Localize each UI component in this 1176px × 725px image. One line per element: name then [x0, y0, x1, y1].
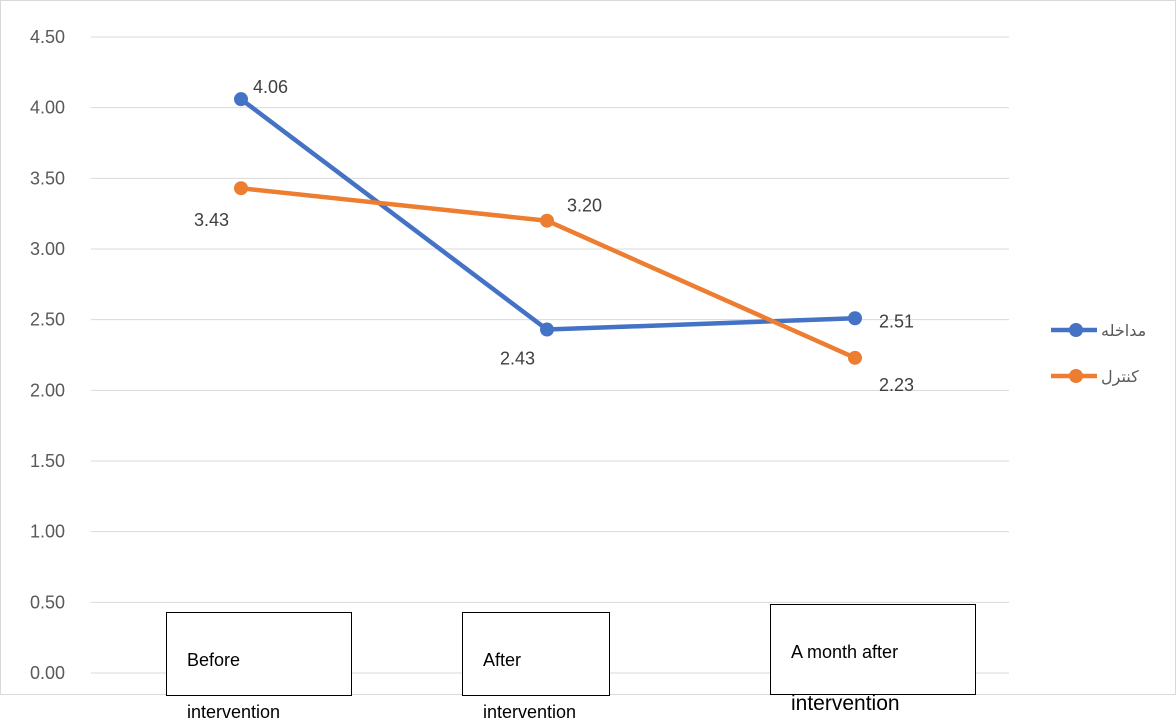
legend-entry: کنترل: [1101, 367, 1139, 387]
x-category-after-intervention: After intervention: [462, 612, 610, 722]
y-tick-label: 0.50: [30, 592, 65, 612]
legend: مداخله کنترل: [1051, 321, 1146, 387]
x-category-line2: intervention: [187, 702, 281, 722]
data-point: [848, 311, 862, 326]
data-point: [234, 92, 248, 107]
y-tick-label: 1.00: [30, 522, 65, 542]
x-category-line1: After: [483, 650, 522, 670]
y-tick-label: 3.00: [30, 239, 65, 259]
y-tick-label: 4.00: [30, 98, 65, 118]
y-tick-label: 0.00: [30, 663, 65, 683]
data-label: 2.23: [879, 375, 914, 395]
data-point: [848, 350, 862, 365]
chart-canvas: 0.00 0.50 1.00 1.50 2.00 2.50 3.00 3.50 4.00 4.50…: [30, 27, 1146, 683]
legend-swatch-marker: [1069, 323, 1083, 337]
data-point: [540, 213, 554, 228]
data-label: 4.06: [253, 77, 288, 97]
y-axis-tick-labels: 0.00 0.50 1.00 1.50 2.00 2.50 3.00 3.50 4.00 4.50: [30, 27, 65, 683]
y-tick-label: 2.00: [30, 380, 65, 400]
x-category-line1: A month after: [791, 642, 899, 662]
x-category-line2: intervention: [791, 692, 900, 715]
y-tick-label: 4.50: [30, 27, 65, 47]
data-labels: 4.06 2.43 2.51 3.43 3.20 2.23: [194, 77, 914, 395]
series-lines: [234, 92, 862, 365]
data-point: [234, 181, 248, 196]
x-category-line1: Before: [187, 650, 241, 670]
x-category-month-after-intervention: A month after intervention: [770, 604, 976, 715]
y-tick-label: 3.50: [30, 168, 65, 188]
gridlines: [91, 36, 1009, 674]
data-point: [540, 322, 554, 337]
data-label: 3.20: [567, 196, 602, 216]
data-label: 2.51: [879, 311, 914, 331]
legend-entry: مداخله: [1101, 321, 1146, 340]
y-tick-label: 1.50: [30, 451, 65, 471]
x-category-line2: intervention: [483, 702, 577, 722]
legend-swatch-marker: [1069, 369, 1083, 383]
y-tick-label: 2.50: [30, 310, 65, 330]
data-label: 2.43: [500, 349, 535, 369]
x-category-before-intervention: Before intervention: [166, 612, 352, 722]
data-label: 3.43: [194, 210, 229, 230]
